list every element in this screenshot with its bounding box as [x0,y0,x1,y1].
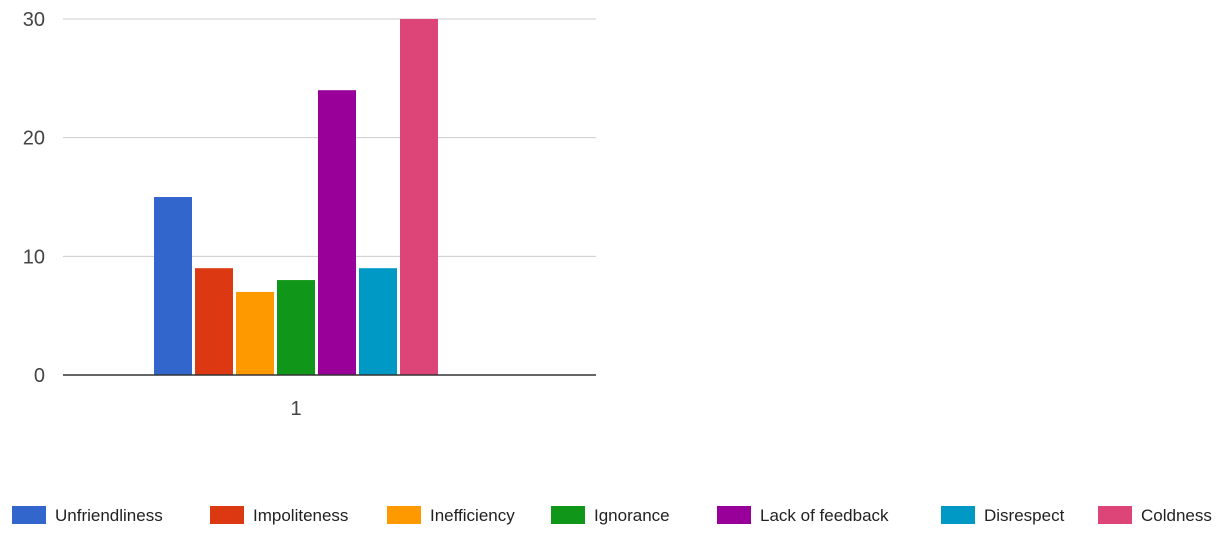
legend-label: Inefficiency [430,506,515,525]
legend-swatch [941,506,975,524]
legend-label: Disrespect [984,506,1065,525]
legend-swatch [1098,506,1132,524]
bar-coldness [400,19,438,375]
x-tick-label: 1 [290,398,301,420]
legend-swatch [210,506,244,524]
y-axis-ticks: 0 10 20 30 [23,9,45,387]
legend-swatch [717,506,751,524]
y-tick-label: 10 [23,246,45,268]
y-tick-label: 0 [34,365,45,387]
bar-lack-of-feedback [318,90,356,375]
y-tick-label: 30 [23,9,45,31]
legend-label: Impoliteness [253,506,348,525]
legend-label: Ignorance [594,506,670,525]
legend: Unfriendliness Impoliteness Inefficiency Ig… [12,506,1212,525]
legend-label: Lack of feedback [760,506,889,525]
bar-inefficiency [236,291,274,375]
legend-label: Coldness [1141,506,1212,525]
legend-swatch [551,506,585,524]
bar-disrespect [359,268,397,375]
legend-swatch [387,506,421,524]
bar-impoliteness [195,268,233,375]
bar-ignorance [277,280,315,375]
legend-label: Unfriendliness [55,506,163,525]
y-tick-label: 20 [23,128,45,150]
x-axis-ticks: 1 [290,398,301,420]
legend-swatch [12,506,46,524]
bar-unfriendliness [154,197,192,375]
bars [154,19,438,375]
